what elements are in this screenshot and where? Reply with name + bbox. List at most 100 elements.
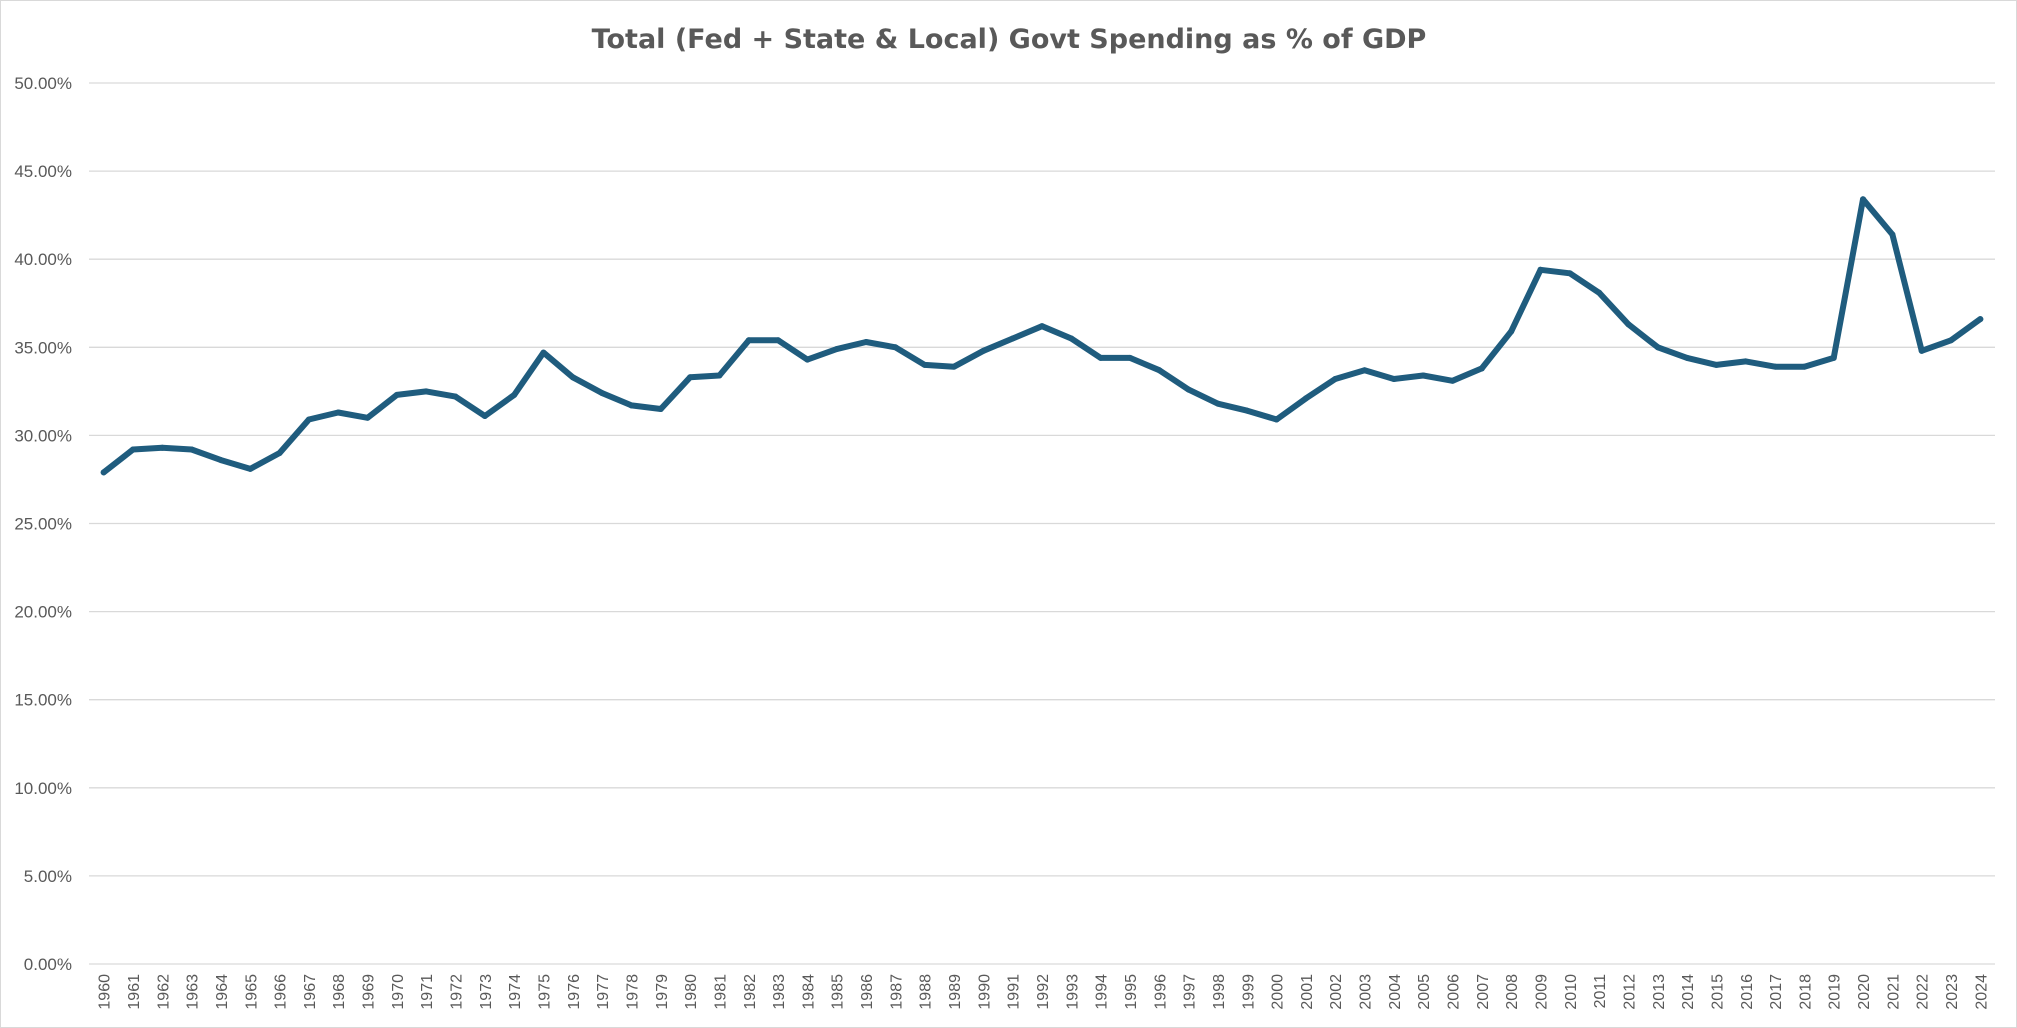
data-point-2012 <box>1625 321 1632 328</box>
data-point-1973 <box>481 413 488 420</box>
x-tick-label: 1984 <box>800 974 817 1010</box>
x-tick-label: 1982 <box>742 974 759 1010</box>
y-tick-label: 5.00% <box>24 867 72 886</box>
x-tick-label: 2011 <box>1592 974 1609 1009</box>
y-tick-label: 45.00% <box>14 162 72 181</box>
data-point-1977 <box>599 390 606 397</box>
x-tick-label: 1974 <box>507 974 524 1010</box>
x-tick-label: 1985 <box>830 974 847 1010</box>
gridlines <box>89 82 1995 965</box>
data-point-1961 <box>129 446 136 453</box>
chart-title: Total (Fed + State & Local) Govt Spendin… <box>592 24 1427 55</box>
x-tick-label: 1960 <box>97 974 114 1010</box>
x-tick-label: 1973 <box>478 974 495 1010</box>
data-point-2022 <box>1918 347 1925 354</box>
x-tick-label: 1977 <box>595 974 612 1010</box>
data-point-1992 <box>1039 323 1045 330</box>
y-axis-labels: 0.00% 5.00% 10.00% 15.00% 20.00% 25.00% 30.00%… <box>14 74 72 974</box>
data-point-2009 <box>1537 266 1544 273</box>
data-point-1976 <box>569 374 576 381</box>
data-point-1979 <box>657 405 664 412</box>
data-point-2016 <box>1742 358 1749 365</box>
data-point-1998 <box>1214 400 1221 407</box>
data-point-2020 <box>1860 196 1867 203</box>
data-point-1974 <box>511 391 518 398</box>
x-tick-label: 1997 <box>1182 974 1199 1010</box>
x-tick-label: 2007 <box>1475 974 1492 1010</box>
x-tick-label: 2015 <box>1709 974 1726 1010</box>
x-tick-label: 1999 <box>1240 974 1257 1010</box>
x-tick-label: 1968 <box>331 974 348 1010</box>
data-point-2021 <box>1889 231 1896 238</box>
x-tick-label: 2019 <box>1827 974 1844 1010</box>
x-tick-label: 1991 <box>1006 974 1023 1010</box>
data-point-1980 <box>687 374 694 381</box>
x-tick-label: 1988 <box>918 974 935 1010</box>
x-axis-labels: 1960 1961 1962 1963 1964 1965 1966 1967 1968 1969… <box>97 974 1991 1010</box>
x-tick-label: 1970 <box>390 974 407 1010</box>
y-tick-label: 15.00% <box>14 691 72 710</box>
y-tick-label: 25.00% <box>14 515 72 534</box>
x-tick-label: 2016 <box>1739 974 1756 1010</box>
data-point-2001 <box>1302 395 1309 402</box>
data-point-1962 <box>159 444 166 451</box>
x-tick-label: 2001 <box>1299 974 1316 1010</box>
data-point-1967 <box>305 416 312 423</box>
x-tick-label: 1975 <box>537 974 554 1010</box>
data-point-2018 <box>1801 363 1808 370</box>
x-tick-label: 2012 <box>1621 974 1638 1010</box>
x-tick-label: 1962 <box>155 974 172 1010</box>
data-point-2007 <box>1478 365 1485 372</box>
y-tick-label: 35.00% <box>14 338 72 357</box>
x-tick-label: 1986 <box>859 974 876 1010</box>
x-tick-label: 2009 <box>1533 974 1550 1010</box>
x-tick-label: 1965 <box>243 974 260 1010</box>
x-tick-label: 1983 <box>771 974 788 1010</box>
x-tick-label: 2008 <box>1504 974 1521 1010</box>
x-tick-label: 2021 <box>1885 974 1902 1010</box>
x-tick-label: 2014 <box>1680 974 1697 1010</box>
x-tick-label: 1972 <box>449 974 466 1010</box>
x-tick-label: 1969 <box>361 974 378 1010</box>
x-tick-label: 2006 <box>1446 974 1463 1010</box>
data-point-2013 <box>1654 344 1661 351</box>
x-tick-label: 1994 <box>1094 974 1111 1010</box>
series-group <box>100 196 1984 476</box>
x-tick-label: 2022 <box>1915 974 1932 1010</box>
x-tick-label: 2004 <box>1387 974 1404 1010</box>
series-line <box>100 196 1984 476</box>
x-tick-label: 1963 <box>185 974 202 1010</box>
data-point-2008 <box>1508 328 1515 335</box>
data-point-2003 <box>1361 367 1368 374</box>
data-point-1982 <box>745 337 752 344</box>
data-point-1993 <box>1068 335 1075 342</box>
x-tick-label: 1992 <box>1035 974 1052 1010</box>
y-tick-label: 10.00% <box>14 779 72 798</box>
x-tick-label: 1976 <box>566 974 583 1010</box>
data-point-2017 <box>1772 363 1779 370</box>
x-tick-label: 1980 <box>683 974 700 1010</box>
data-point-1986 <box>863 339 870 346</box>
x-tick-label: 2000 <box>1270 974 1287 1010</box>
data-point-1989 <box>951 363 958 370</box>
x-tick-label: 1967 <box>302 974 319 1010</box>
x-tick-label: 2010 <box>1563 974 1580 1010</box>
data-point-1994 <box>1097 354 1104 361</box>
data-point-1975 <box>540 349 547 356</box>
x-tick-label: 1979 <box>654 974 671 1010</box>
data-point-2015 <box>1713 361 1720 368</box>
data-point-2014 <box>1684 354 1691 361</box>
x-tick-label: 2002 <box>1328 974 1345 1010</box>
data-point-2005 <box>1420 372 1427 379</box>
x-tick-label: 2018 <box>1797 974 1814 1010</box>
data-point-1964 <box>217 457 224 464</box>
x-tick-label: 1981 <box>712 974 729 1010</box>
data-point-1983 <box>775 337 782 344</box>
data-point-2023 <box>1948 337 1955 344</box>
data-point-2019 <box>1830 354 1837 361</box>
x-tick-label: 2023 <box>1944 974 1961 1010</box>
x-tick-label: 1989 <box>947 974 964 1010</box>
data-point-2010 <box>1566 270 1573 277</box>
data-point-1988 <box>921 361 928 368</box>
